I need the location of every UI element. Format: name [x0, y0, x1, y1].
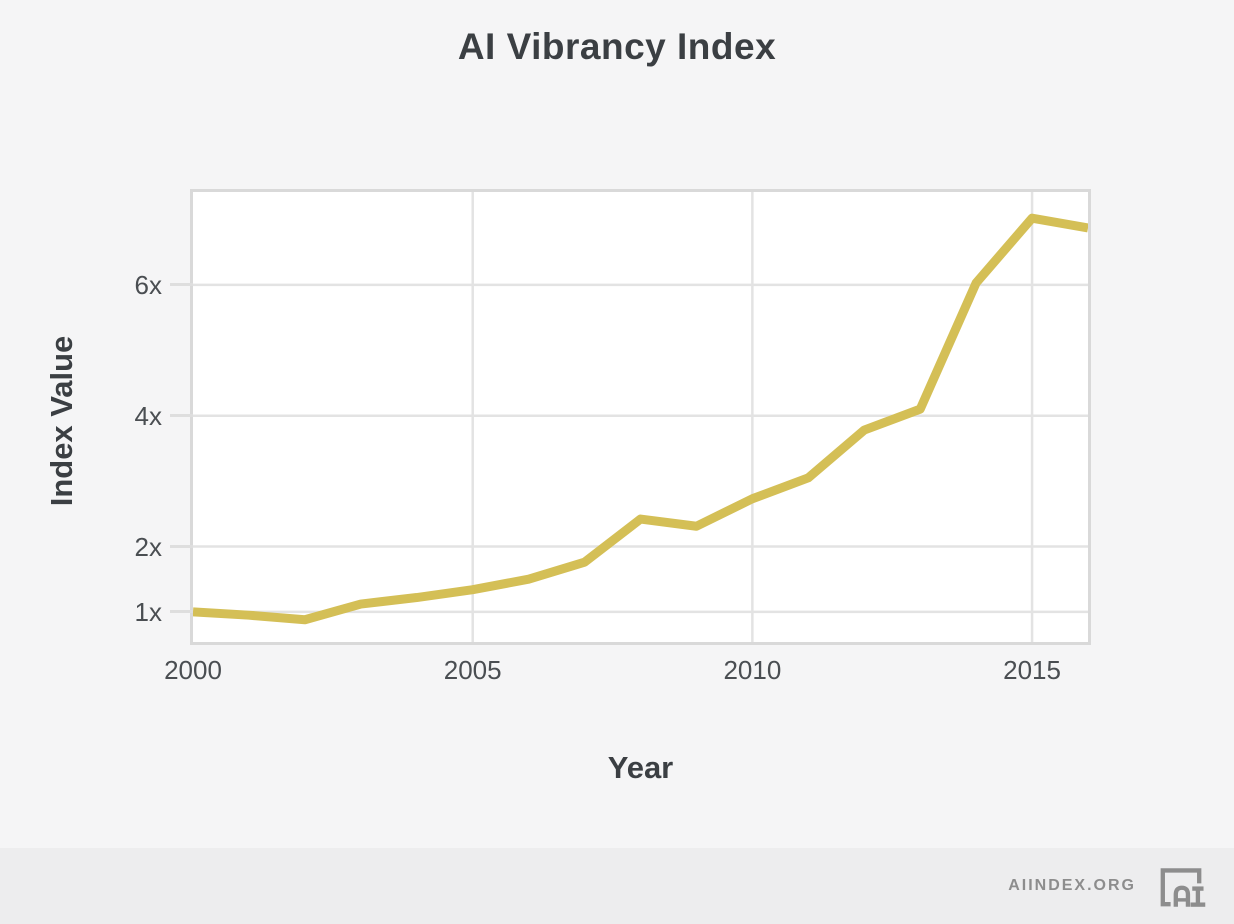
- y-axis-title: Index Value: [44, 335, 79, 507]
- series-line: [193, 213, 1088, 625]
- chart-title: AI Vibrancy Index: [457, 26, 777, 67]
- plot-area: [190, 189, 1091, 645]
- y-tick-mark: [170, 414, 193, 418]
- x-axis-title: Year: [607, 750, 674, 785]
- line-chart: [193, 192, 1088, 642]
- y-tick-mark: [170, 283, 193, 287]
- x-tick-label: 2015: [1003, 655, 1061, 685]
- y-tick-mark: [170, 545, 193, 548]
- y-tick-label: 1x: [134, 596, 162, 627]
- y-tick-label: 4x: [134, 400, 162, 431]
- footer-brand: AIINDEX.ORG: [1008, 877, 1136, 894]
- ai-index-logo-icon: [1160, 868, 1206, 907]
- x-tick-label: 2010: [723, 655, 782, 685]
- footer: AIINDEX.ORG: [0, 848, 1234, 924]
- y-tick-mark: [170, 610, 193, 614]
- y-tick-label: 6x: [134, 269, 162, 300]
- y-tick-label: 2x: [134, 531, 162, 562]
- x-tick-label: 2005: [443, 655, 502, 685]
- x-tick-label: 2000: [164, 655, 222, 685]
